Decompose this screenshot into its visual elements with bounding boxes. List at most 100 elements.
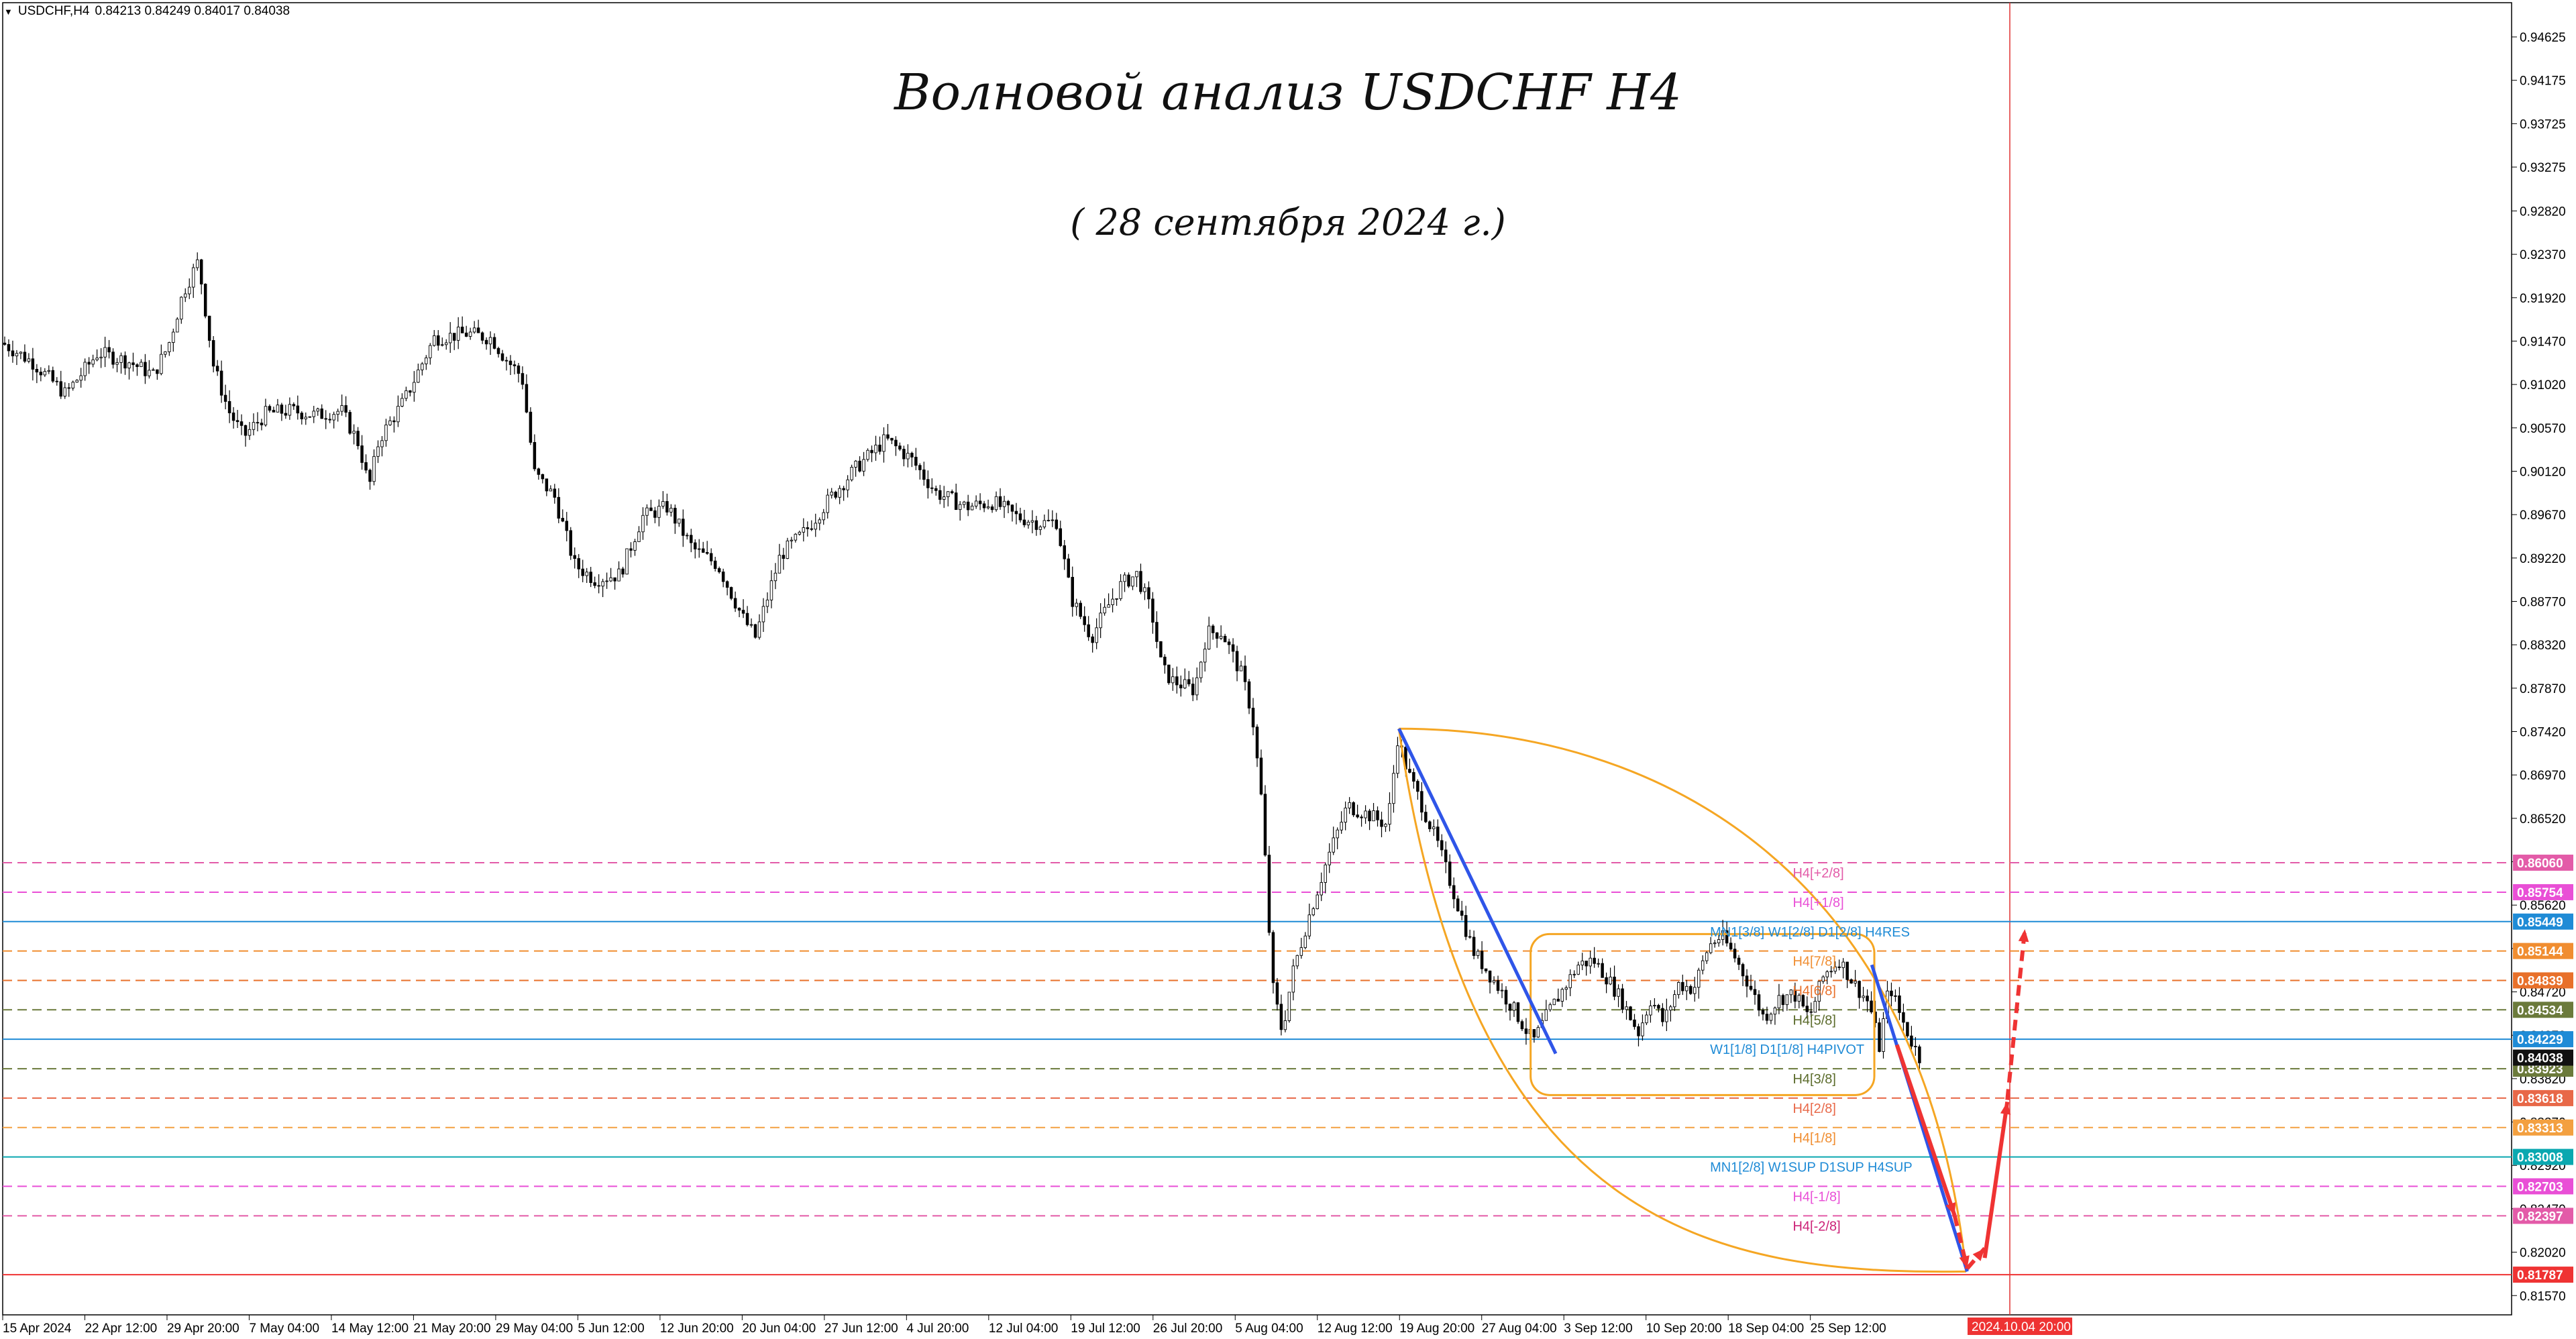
x-highlight-bg <box>1968 1318 2072 1335</box>
candle-body <box>296 405 300 414</box>
candle-body <box>1902 1012 1905 1023</box>
price-tag-bg <box>2513 883 2573 900</box>
candle-body <box>1131 576 1134 587</box>
candle-body <box>1817 981 1821 1002</box>
y-tick-label: 0.91470 <box>2520 335 2566 349</box>
candle-body <box>769 580 773 600</box>
candle-body <box>1657 1005 1660 1009</box>
x-tick-label: 29 May 04:00 <box>496 1322 573 1336</box>
x-tick-label: 12 Jul 04:00 <box>989 1322 1059 1336</box>
candle-body <box>585 572 588 576</box>
candle-body <box>1247 681 1251 709</box>
x-tick-label: 26 Jul 20:00 <box>1153 1322 1223 1336</box>
y-tick-label: 0.92370 <box>2520 248 2566 262</box>
candle-body <box>1910 1035 1913 1047</box>
candle-body <box>717 568 721 572</box>
price-tag: 0.85144 <box>2517 945 2563 959</box>
candle-body <box>1568 974 1572 988</box>
candle-body <box>1171 676 1175 684</box>
candle-body <box>1235 651 1239 672</box>
candle-body <box>1271 932 1275 983</box>
candle-body <box>790 539 794 541</box>
candle-body <box>508 360 513 366</box>
candle-body <box>1564 987 1568 990</box>
candle-body <box>1203 649 1207 663</box>
dropdown-triangle-icon[interactable]: ▼ <box>4 6 13 17</box>
candle-body <box>1649 1006 1652 1016</box>
candle-body <box>966 501 970 511</box>
candle-body <box>107 347 111 353</box>
candle-body <box>1075 602 1078 607</box>
candle-body <box>127 362 131 369</box>
candle-body <box>1311 908 1316 916</box>
candle-body <box>701 548 705 553</box>
candle-body <box>168 342 171 352</box>
x-tick-label: 12 Jun 20:00 <box>660 1322 734 1336</box>
candle-body <box>1022 519 1026 525</box>
candle-body <box>1018 513 1022 521</box>
chart-title: Волновой анализ USDCHF H4 <box>894 64 1682 121</box>
y-tick-label: 0.85620 <box>2520 899 2566 913</box>
candle-body <box>753 624 757 638</box>
candle-body <box>11 350 15 357</box>
candle-body <box>1725 930 1729 944</box>
candle-body <box>1368 810 1371 822</box>
candle-body <box>705 551 709 554</box>
candle-body <box>235 420 239 423</box>
candle-body <box>1440 840 1444 851</box>
candle-body <box>537 468 541 475</box>
candle-body <box>1821 976 1825 982</box>
candle-body <box>1866 996 1869 1002</box>
candle-body <box>223 394 227 402</box>
candle-body <box>195 259 199 268</box>
candle-body <box>1364 810 1367 818</box>
candle-body <box>1496 980 1500 991</box>
candle-body <box>1046 519 1051 521</box>
candle-body <box>910 453 914 458</box>
candle-body <box>990 506 994 511</box>
candle-body <box>1580 961 1584 966</box>
candle-body <box>1617 988 1620 997</box>
candle-body <box>682 519 685 536</box>
candle-body <box>1785 994 1789 1006</box>
candle-body <box>866 449 869 460</box>
candle-body <box>417 369 420 383</box>
candle-body <box>272 410 276 413</box>
candle-body <box>1685 985 1688 992</box>
chart-header[interactable]: ▼ USDCHF,H4 0.84213 0.84249 0.84017 0.84… <box>4 4 290 19</box>
candle-body <box>765 599 769 607</box>
x-tick-label: 7 May 04:00 <box>249 1322 319 1336</box>
candle-body <box>207 315 211 341</box>
candle-body <box>581 568 584 576</box>
symbol-label: USDCHF,H4 <box>17 4 90 18</box>
forecast-dashed-line <box>2005 928 2027 1100</box>
candle-body <box>1693 987 1697 994</box>
candle-body <box>1709 943 1713 953</box>
candle-body <box>1227 641 1231 645</box>
price-tag: 0.85754 <box>2517 886 2563 900</box>
arc-lower <box>1397 728 1966 1273</box>
candle-body <box>1845 961 1849 980</box>
candle-body <box>874 444 877 453</box>
candle-body <box>906 453 910 460</box>
candle-body <box>1488 970 1492 983</box>
candle-body <box>1420 791 1424 813</box>
candle-body <box>613 577 616 582</box>
candle-body <box>1340 822 1343 831</box>
candle-body <box>1372 810 1375 822</box>
candle-body <box>1251 708 1255 728</box>
candle-body <box>1151 598 1155 623</box>
candle-body <box>1468 936 1472 938</box>
candle-body <box>312 411 316 417</box>
candle-body <box>83 362 87 376</box>
level-label: H4[1/8] <box>1792 1131 1835 1146</box>
candle-body <box>1870 1000 1873 1012</box>
price-tag-bg <box>2513 1119 2573 1136</box>
y-tick-label: 0.87870 <box>2520 682 2566 696</box>
y-tick-label: 0.88770 <box>2520 595 2566 609</box>
candle-body <box>180 297 183 320</box>
candle-body <box>862 459 865 472</box>
candle-body <box>1661 1008 1664 1022</box>
candle-body <box>1878 1022 1881 1052</box>
